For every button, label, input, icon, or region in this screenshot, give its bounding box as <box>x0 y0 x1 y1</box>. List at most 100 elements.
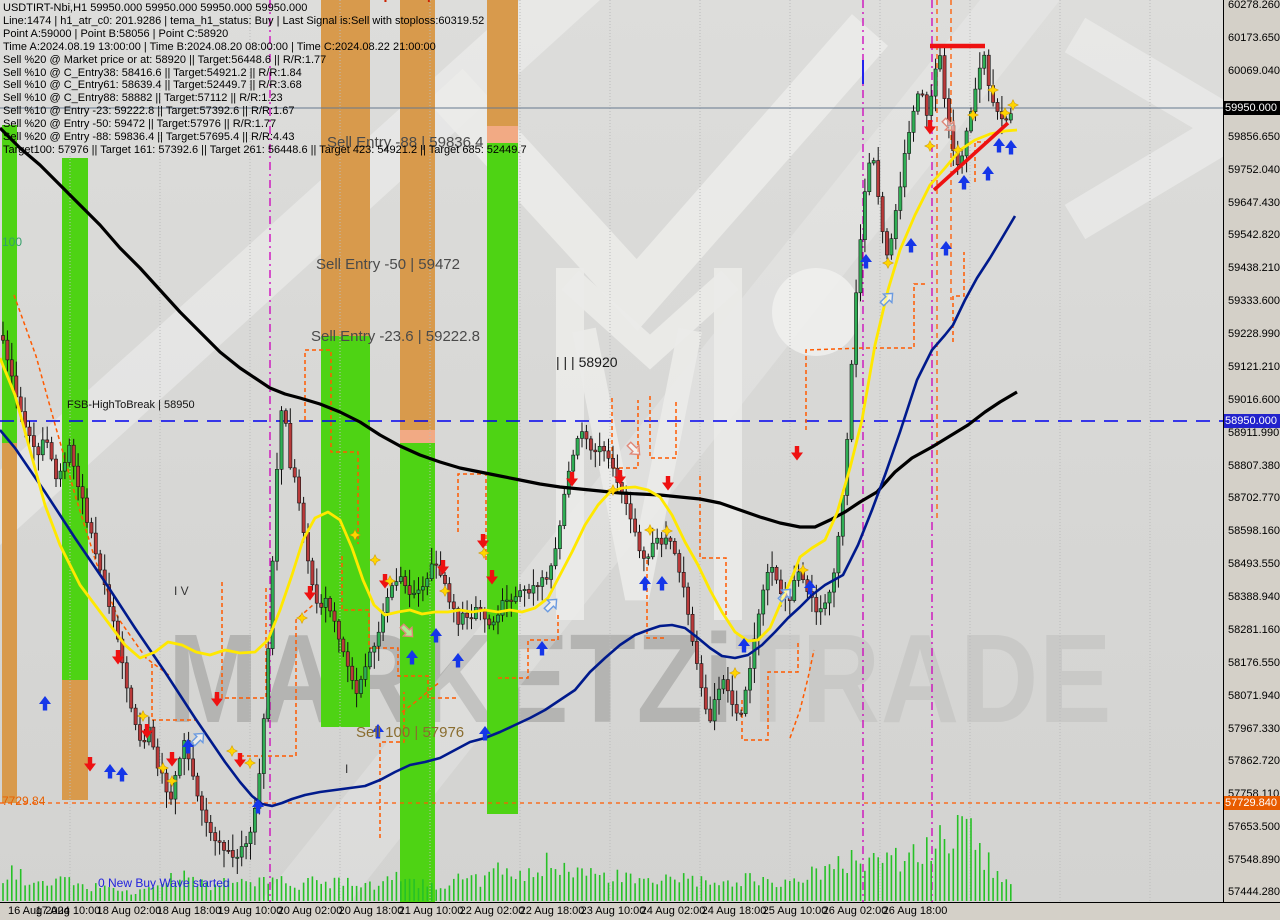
sell-arrow-icon <box>436 560 449 575</box>
candle-body <box>708 708 713 722</box>
volume-bar <box>377 885 380 901</box>
logo-leg <box>556 268 584 620</box>
candle-body <box>292 467 297 478</box>
volume-bar <box>899 871 902 901</box>
volume-bar <box>687 878 689 901</box>
price-axis[interactable]: 60278.260 60173.650 60069.040 59856.650 5975… <box>1224 0 1280 902</box>
volume-bar <box>218 885 221 901</box>
candle-body <box>261 718 266 774</box>
candle-body <box>588 438 593 451</box>
volume-bar <box>214 884 216 901</box>
volume-bar <box>506 868 508 901</box>
star-icon <box>165 774 179 788</box>
sell-arrow-icon <box>112 650 125 665</box>
volume-bar <box>576 867 579 901</box>
volume-bar <box>802 882 804 901</box>
signal-zone-band <box>321 0 370 336</box>
volume-bar <box>46 885 48 901</box>
volume-bar <box>134 894 137 901</box>
sell-arrow-icon <box>791 446 803 461</box>
candle-body <box>151 726 156 748</box>
sell-stoploss-label: Sell stoploss | 60319.52 <box>330 0 498 4</box>
volume-bar <box>86 889 88 901</box>
candle-body <box>420 586 425 591</box>
star-icon <box>243 756 257 770</box>
volume-bar <box>338 877 340 901</box>
candle-body <box>721 679 726 690</box>
candle-body <box>9 359 14 377</box>
candle-body <box>314 584 319 604</box>
volume-bar <box>903 861 906 901</box>
star-icon <box>796 563 810 577</box>
signal-zone-band <box>2 443 17 803</box>
volume-bar <box>333 877 336 901</box>
volume-bar <box>240 878 243 901</box>
info-line: Point A:59000 | Point B:58056 | Point C:… <box>3 27 229 40</box>
candle-body <box>889 238 894 256</box>
candle-body <box>283 410 288 424</box>
candle-body <box>827 591 832 604</box>
volume-bar <box>360 887 362 901</box>
volume-bar <box>656 884 658 901</box>
volume-bar <box>585 875 588 901</box>
volume-bar <box>970 818 972 901</box>
volume-bar <box>886 852 888 901</box>
candle-body <box>1008 113 1013 121</box>
sell-arrow-icon <box>211 692 223 707</box>
volume-bar <box>81 884 84 901</box>
volume-bar <box>762 877 764 901</box>
volume-bar <box>514 879 517 901</box>
volume-bar <box>996 871 999 901</box>
candle-body <box>942 55 947 99</box>
chart-canvas[interactable] <box>0 0 1223 902</box>
buy-arrow-icon <box>115 767 128 782</box>
candle-body <box>823 602 828 609</box>
buy-arrow-icon <box>656 576 668 591</box>
blue-tick <box>862 60 864 84</box>
candle-body <box>235 856 240 859</box>
price-chart[interactable]: MARKETZiTRADE Sell stoploss | 60319.52Se… <box>0 0 1223 902</box>
candle-body <box>310 560 315 586</box>
buy-arrow-icon <box>940 241 952 256</box>
volume-bar <box>444 888 446 901</box>
volume-bar <box>302 882 305 901</box>
watermark-brand-2: TRADE <box>734 608 1113 749</box>
volume-bar <box>404 879 406 901</box>
star-icon <box>660 524 674 538</box>
logo-chevron-right <box>1064 17 1223 240</box>
volume-bar <box>280 876 283 901</box>
psar-trail <box>789 649 815 739</box>
volume-bar <box>201 879 203 901</box>
candle-body <box>1 335 5 341</box>
volume-bar <box>15 879 18 901</box>
volume-bar <box>718 885 720 901</box>
signal-zone-band <box>487 126 518 143</box>
x-axis-label: 25 Aug 10:00 <box>762 905 828 917</box>
volume-bar <box>806 879 809 901</box>
volume-bar <box>501 874 504 901</box>
volume-bar <box>532 877 535 901</box>
volume-bar <box>435 889 437 901</box>
volume-bar <box>961 816 963 901</box>
x-axis-label: 22 Aug 18:00 <box>519 905 585 917</box>
volume-bar <box>638 878 641 901</box>
volume-bar <box>780 886 782 901</box>
candle-body <box>549 565 554 580</box>
volume-bar <box>267 883 269 901</box>
volume-bar <box>174 882 177 901</box>
volume-bar <box>205 882 208 901</box>
candle-body <box>557 525 562 550</box>
star-icon <box>923 139 937 153</box>
volume-bar <box>713 882 716 901</box>
volume-bar <box>209 890 212 901</box>
y-axis-label: 57862.720 <box>1228 755 1280 768</box>
time-axis[interactable]: 16 Aug 2024 17 Aug 10:00 18 Aug 02:00 18 Au… <box>0 902 1280 920</box>
psar-trail <box>240 603 315 757</box>
volume-bar <box>24 885 26 901</box>
volume-bar <box>170 873 172 901</box>
buy-arrow-icon <box>738 638 750 653</box>
fsb-label: FSB-HighToBreak | 58950 <box>67 399 195 411</box>
star-icon <box>156 761 170 775</box>
candle-body <box>540 577 545 587</box>
buy-arrow-icon <box>452 653 464 668</box>
